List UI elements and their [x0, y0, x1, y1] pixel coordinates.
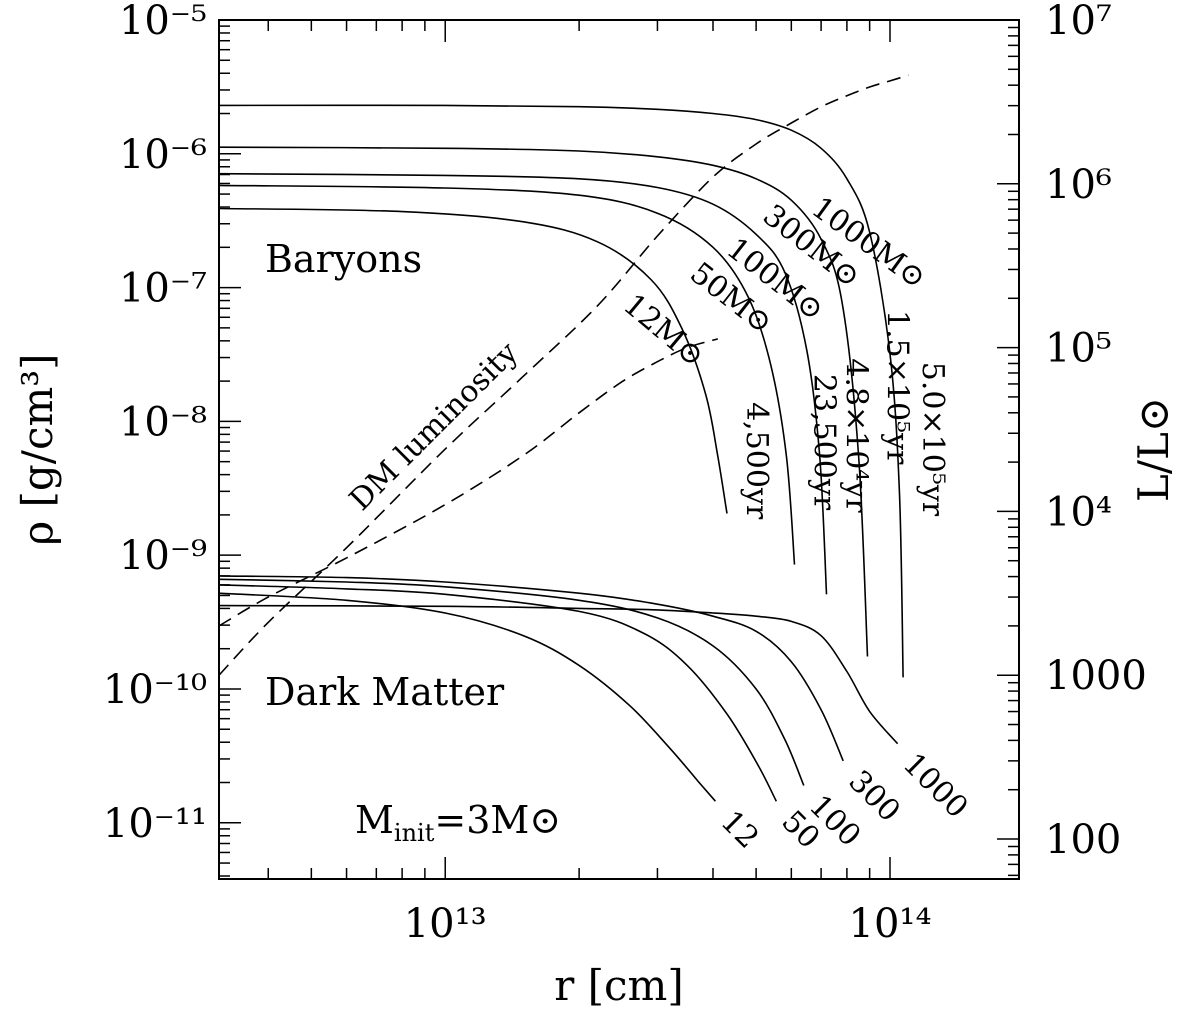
dark-matter-curve-3 — [218, 575, 844, 762]
baryon-curve-1 — [218, 184, 796, 565]
baryon-time-label: 5.0×10⁵yr — [915, 362, 950, 517]
baryon-curve-4 — [218, 104, 904, 678]
baryon-curve-3 — [218, 146, 869, 657]
plot-frame — [218, 19, 1020, 880]
dark-matter-curve-1 — [218, 584, 778, 802]
initial-mass-subscript: init — [394, 819, 435, 847]
curves-layer — [218, 74, 909, 802]
x-axis-label: r [cm] — [554, 961, 684, 1010]
right-y-tick-label: 10⁷ — [1045, 0, 1112, 44]
initial-mass-symbol: M — [355, 798, 394, 842]
x-tick-label: 10¹⁴ — [849, 901, 932, 947]
left-y-tick-label: 10⁻⁷ — [119, 266, 207, 312]
luminosity-curve-1 — [218, 338, 719, 627]
initial-mass-value: =3M⊙ — [434, 798, 561, 842]
right-y-axis-label: L/L⊙ — [1129, 397, 1178, 502]
left-y-axis-label: ρ [g/cm³] — [13, 353, 62, 545]
x-tick-label: 10¹³ — [404, 901, 487, 947]
left-y-tick-label: 10⁻¹¹ — [103, 801, 207, 847]
right-y-tick-label: 100 — [1045, 817, 1121, 863]
baryon-time-label: 23,500yr — [807, 374, 842, 511]
left-y-tick-label: 10⁻¹⁰ — [103, 667, 207, 713]
dark-matter-annotation: Dark Matter — [265, 670, 505, 714]
left-y-tick-label: 10⁻⁶ — [119, 132, 207, 178]
baryon-time-label: 4.8×10⁴yr — [839, 358, 874, 513]
right-y-tick-label: 10⁵ — [1045, 326, 1112, 372]
dark-matter-mass-label: 1000 — [896, 747, 975, 826]
dark-matter-curve-4 — [218, 604, 899, 745]
left-y-tick-label: 10⁻⁸ — [119, 399, 207, 445]
baryon-time-label: 1.5×10⁵yr — [879, 310, 914, 465]
dark-matter-mass-label: 12 — [714, 804, 766, 856]
left-y-tick-label: 10⁻⁵ — [119, 0, 207, 44]
baryons-annotation: Baryons — [265, 237, 422, 281]
dm-luminosity-annotation: DM luminosity — [343, 335, 525, 517]
right-y-tick-label: 10⁴ — [1045, 489, 1112, 535]
initial-mass-annotation: Minit=3M⊙ — [355, 798, 561, 847]
baryon-curve-0 — [218, 207, 728, 514]
dark-matter-curve-0 — [218, 592, 717, 802]
labels-layer: 10¹³ 10¹⁴ 10⁻⁵ 10⁻⁶ 10⁻⁷ 10⁻⁸ 10⁻⁹ 10⁻¹⁰ 10⁻¹¹ 10… — [103, 0, 1147, 947]
baryon-curve-2 — [218, 172, 828, 595]
left-y-tick-label: 10⁻⁹ — [119, 533, 207, 579]
baryon-mass-label: 12M⊙ — [616, 287, 711, 374]
right-y-tick-label: 1000 — [1045, 653, 1147, 699]
baryon-time-label: 4,500yr — [739, 402, 774, 520]
ticks-layer — [219, 20, 1019, 879]
luminosity-curve-0 — [218, 74, 909, 676]
right-y-tick-label: 10⁶ — [1045, 162, 1112, 208]
dark-matter-curve-2 — [218, 578, 805, 786]
